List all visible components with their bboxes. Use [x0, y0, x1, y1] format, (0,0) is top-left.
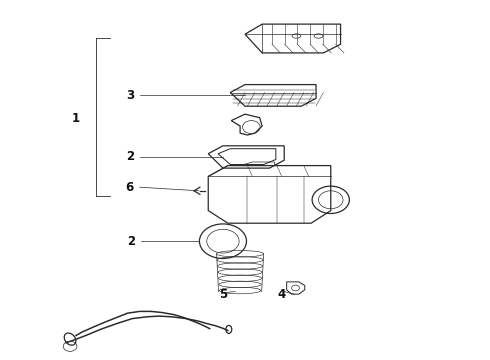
Text: 3: 3	[126, 89, 134, 102]
Text: 6: 6	[126, 181, 134, 194]
Text: 2: 2	[126, 150, 134, 163]
Text: 1: 1	[72, 112, 80, 125]
Text: 2: 2	[127, 235, 135, 248]
Text: 5: 5	[219, 288, 227, 301]
Text: 4: 4	[278, 288, 286, 301]
